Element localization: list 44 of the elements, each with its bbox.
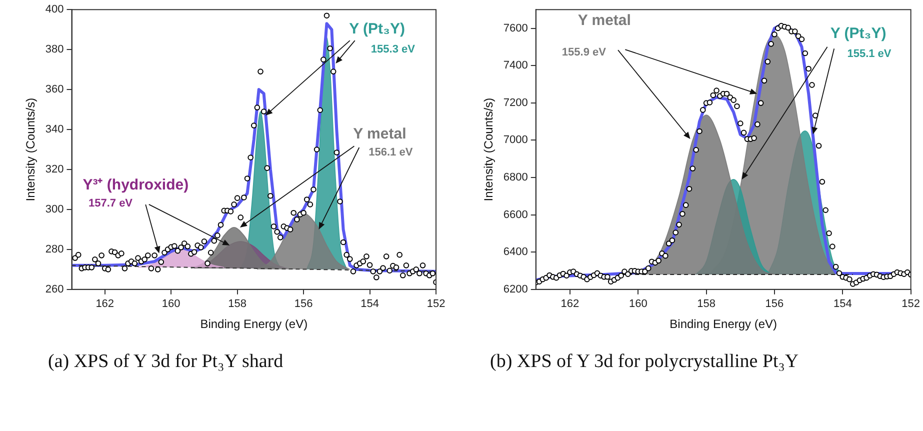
annotation: Y metal [578, 12, 631, 29]
y-axis-title: Intensity (Counts/s) [24, 98, 38, 202]
x-tick-label: 162 [96, 298, 114, 310]
annotation: 156.1 eV [368, 146, 414, 159]
y-tick-label: 400 [45, 4, 64, 16]
x-tick-label: 158 [697, 298, 716, 310]
text: (b) XPS of Y 3d for polycrystalline Pt₃Y [490, 350, 800, 374]
x-axis-title: Binding Energy (eV) [670, 317, 778, 332]
x-tick-label: 154 [833, 298, 852, 310]
annotation: 157.7 eV [88, 197, 134, 210]
y-tick-label: 380 [45, 44, 64, 56]
x-tick-label: 158 [228, 298, 246, 310]
x-tick-label: 152 [902, 298, 920, 310]
text: (a) XPS of Y 3d for Pt₃Y shard [48, 350, 284, 374]
annotation: 155.9 eV [562, 46, 607, 58]
annotation: Y metal [353, 126, 406, 143]
y-axis-title: Intensity (Counts/s) [482, 98, 496, 202]
annotation: Y (Pt₃Y) [349, 20, 405, 38]
annotation: 155.1 eV [847, 48, 892, 60]
x-tick-label: 152 [426, 298, 446, 310]
annotation: Y³⁺ (hydroxide) [82, 176, 189, 194]
y-tick-label: 7600 [503, 22, 528, 34]
x-axis-title: Binding Energy (eV) [200, 317, 308, 332]
x-tick-label: 156 [294, 298, 313, 310]
x-tick-label: 162 [560, 298, 580, 310]
annotation: 155.3 eV [370, 44, 416, 56]
y-tick-label: 7000 [503, 134, 528, 146]
annotation: Y (Pt₃Y) [830, 24, 886, 42]
y-tick-label: 7200 [503, 96, 528, 109]
y-tick-label: 280 [45, 243, 64, 256]
y-tick-label: 260 [45, 283, 64, 296]
y-tick-label: 7400 [503, 60, 528, 72]
y-tick-label: 6800 [503, 172, 528, 184]
x-tick-label: 156 [765, 298, 784, 310]
y-tick-label: 340 [45, 124, 64, 136]
y-tick-label: 300 [45, 203, 64, 216]
y-tick-label: 360 [45, 84, 64, 96]
x-tick-label: 154 [360, 298, 379, 310]
y-tick-label: 6600 [503, 208, 528, 221]
y-tick-label: 320 [45, 164, 64, 176]
x-tick-label: 160 [162, 298, 180, 310]
y-tick-label: 6200 [503, 283, 528, 296]
x-tick-label: 160 [628, 298, 648, 310]
y-tick-label: 6400 [503, 246, 528, 258]
